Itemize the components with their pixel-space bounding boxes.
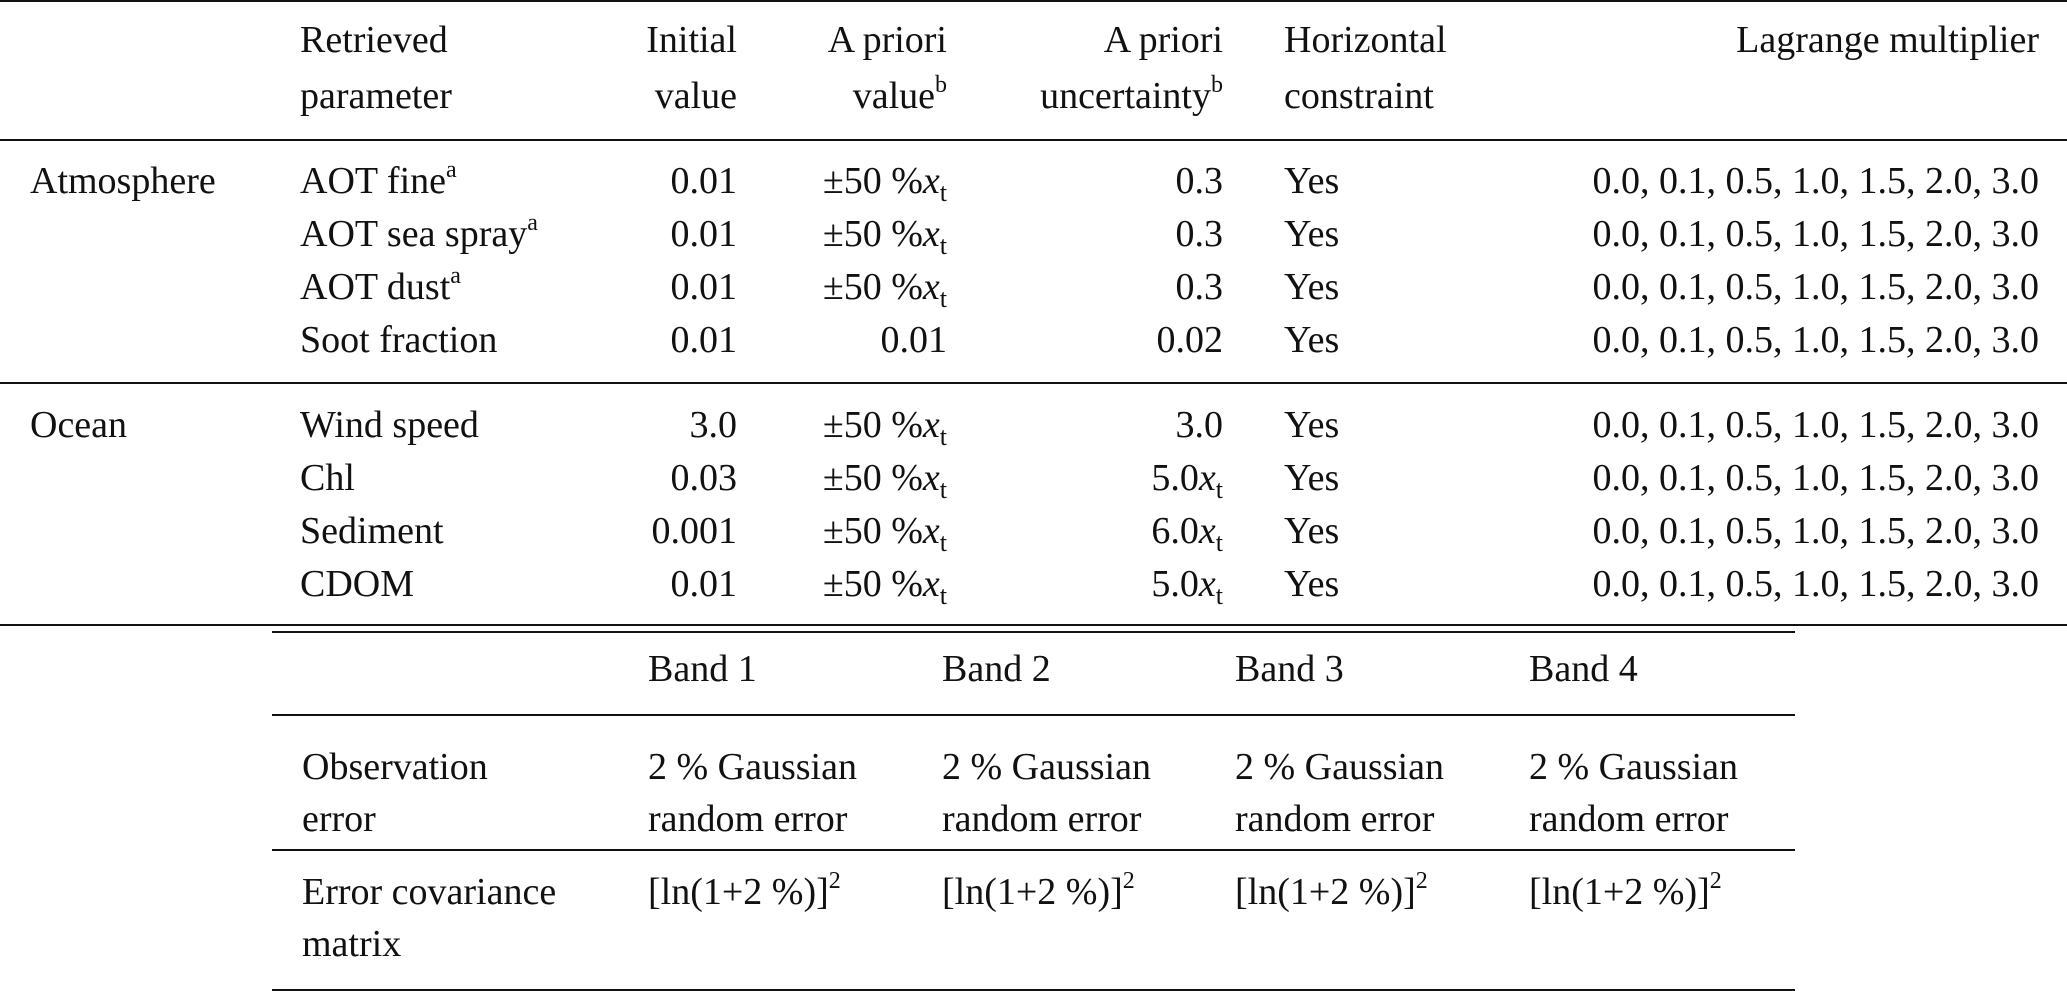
initial-value-cell: 0.01 <box>670 563 738 605</box>
parameter-cell: AOT finea <box>300 157 457 202</box>
apriori-uncertainty-cell: 0.3 <box>1175 213 1224 255</box>
band-header: Band 4 <box>1529 648 1638 690</box>
lagrange-cell: 0.0, 0.1, 0.5, 1.0, 1.5, 2.0, 3.0 <box>1592 319 2040 361</box>
apriori-value-cell: 0.01 <box>880 319 948 361</box>
initial-value-cell: 3.0 <box>689 404 738 446</box>
apriori-value-cell: ±50 %xt <box>822 160 947 207</box>
table2-bottom-rule <box>272 989 1795 991</box>
table2-header-rule <box>272 714 1795 716</box>
table1-group-rule <box>0 382 2067 384</box>
lagrange-cell: 0.0, 0.1, 0.5, 1.0, 1.5, 2.0, 3.0 <box>1592 266 2040 308</box>
header-parameter-line2: parameter <box>300 75 452 117</box>
header-initial-line1: Initial <box>646 19 737 61</box>
apriori-value-cell: ±50 %xt <box>822 510 947 557</box>
apriori-uncertainty-cell: 0.02 <box>1156 319 1224 361</box>
horizontal-constraint-cell: Yes <box>1284 404 1340 446</box>
horizontal-constraint-cell: Yes <box>1284 266 1340 308</box>
apriori-uncertainty-cell: 3.0 <box>1175 404 1224 446</box>
lagrange-cell: 0.0, 0.1, 0.5, 1.0, 1.5, 2.0, 3.0 <box>1592 404 2040 446</box>
header-lagrange: Lagrange multiplier <box>1736 19 2039 61</box>
apriori-value-cell: ±50 %xt <box>822 457 947 504</box>
obs-error-value-line2: random error <box>1529 798 1729 840</box>
initial-value-cell: 0.01 <box>670 213 738 255</box>
cov-matrix-label-line1: Error covariance <box>302 871 557 913</box>
obs-error-value-line2: random error <box>1235 798 1435 840</box>
apriori-uncertainty-cell: 5.0xt <box>1151 457 1223 504</box>
table1-bottom-rule <box>0 624 2067 626</box>
obs-error-value-line2: random error <box>942 798 1142 840</box>
horizontal-constraint-cell: Yes <box>1284 213 1340 255</box>
apriori-uncertainty-cell: 5.0xt <box>1151 563 1223 610</box>
lagrange-cell: 0.0, 0.1, 0.5, 1.0, 1.5, 2.0, 3.0 <box>1592 213 2040 255</box>
band-header: Band 2 <box>942 648 1051 690</box>
initial-value-cell: 0.01 <box>670 319 738 361</box>
header-apriori-uncertainty-line1: A priori <box>1103 19 1223 61</box>
lagrange-cell: 0.0, 0.1, 0.5, 1.0, 1.5, 2.0, 3.0 <box>1592 457 2040 499</box>
cov-matrix-value: [ln(1+2 %)]2 <box>942 868 1135 913</box>
table1-top-rule <box>0 0 2067 2</box>
apriori-uncertainty-cell: 6.0xt <box>1151 510 1223 557</box>
parameter-cell: AOT sea spraya <box>300 210 538 255</box>
parameter-cell: Chl <box>300 457 355 499</box>
apriori-value-cell: ±50 %xt <box>822 266 947 313</box>
initial-value-cell: 0.01 <box>670 266 738 308</box>
table2-top-rule <box>272 631 1795 633</box>
obs-error-value-line1: 2 % Gaussian <box>942 746 1151 788</box>
obs-error-value-line2: random error <box>648 798 848 840</box>
header-parameter-line1: Retrieved <box>300 19 448 61</box>
apriori-uncertainty-cell: 0.3 <box>1175 160 1224 202</box>
parameter-cell: CDOM <box>300 563 415 605</box>
lagrange-cell: 0.0, 0.1, 0.5, 1.0, 1.5, 2.0, 3.0 <box>1592 563 2040 605</box>
obs-error-label-line1: Observation <box>302 746 488 788</box>
obs-error-value-line1: 2 % Gaussian <box>648 746 857 788</box>
horizontal-constraint-cell: Yes <box>1284 457 1340 499</box>
group-label: Ocean <box>30 404 128 446</box>
horizontal-constraint-cell: Yes <box>1284 319 1340 361</box>
apriori-uncertainty-cell: 0.3 <box>1175 266 1224 308</box>
apriori-value-cell: ±50 %xt <box>822 213 947 260</box>
header-horizontal-line1: Horizontal <box>1284 19 1447 61</box>
obs-error-value-line1: 2 % Gaussian <box>1529 746 1738 788</box>
header-apriori-value-line2: valueb <box>852 72 947 117</box>
table2-mid-rule <box>272 849 1795 851</box>
parameter-cell: AOT dusta <box>300 263 461 308</box>
table1-header-rule <box>0 139 2067 141</box>
obs-error-value-line1: 2 % Gaussian <box>1235 746 1444 788</box>
lagrange-cell: 0.0, 0.1, 0.5, 1.0, 1.5, 2.0, 3.0 <box>1592 160 2040 202</box>
obs-error-label-line2: error <box>302 798 376 840</box>
parameter-cell: Soot fraction <box>300 319 498 361</box>
lagrange-cell: 0.0, 0.1, 0.5, 1.0, 1.5, 2.0, 3.0 <box>1592 510 2040 552</box>
header-horizontal-line2: constraint <box>1284 75 1434 117</box>
band-header: Band 3 <box>1235 648 1344 690</box>
apriori-value-cell: ±50 %xt <box>822 404 947 451</box>
group-label: Atmosphere <box>30 160 216 202</box>
initial-value-cell: 0.03 <box>670 457 738 499</box>
header-apriori-value-line1: A priori <box>827 19 947 61</box>
horizontal-constraint-cell: Yes <box>1284 160 1340 202</box>
cov-matrix-label-line2: matrix <box>302 923 402 965</box>
cov-matrix-value: [ln(1+2 %)]2 <box>1529 868 1722 913</box>
horizontal-constraint-cell: Yes <box>1284 563 1340 605</box>
header-initial-line2: value <box>654 75 737 117</box>
initial-value-cell: 0.001 <box>651 510 738 552</box>
parameter-cell: Wind speed <box>300 404 479 446</box>
cov-matrix-value: [ln(1+2 %)]2 <box>648 868 841 913</box>
cov-matrix-value: [ln(1+2 %)]2 <box>1235 868 1428 913</box>
apriori-value-cell: ±50 %xt <box>822 563 947 610</box>
initial-value-cell: 0.01 <box>670 160 738 202</box>
parameter-cell: Sediment <box>300 510 444 552</box>
horizontal-constraint-cell: Yes <box>1284 510 1340 552</box>
header-apriori-uncertainty-line2: uncertaintyb <box>1040 72 1223 117</box>
band-header: Band 1 <box>648 648 757 690</box>
